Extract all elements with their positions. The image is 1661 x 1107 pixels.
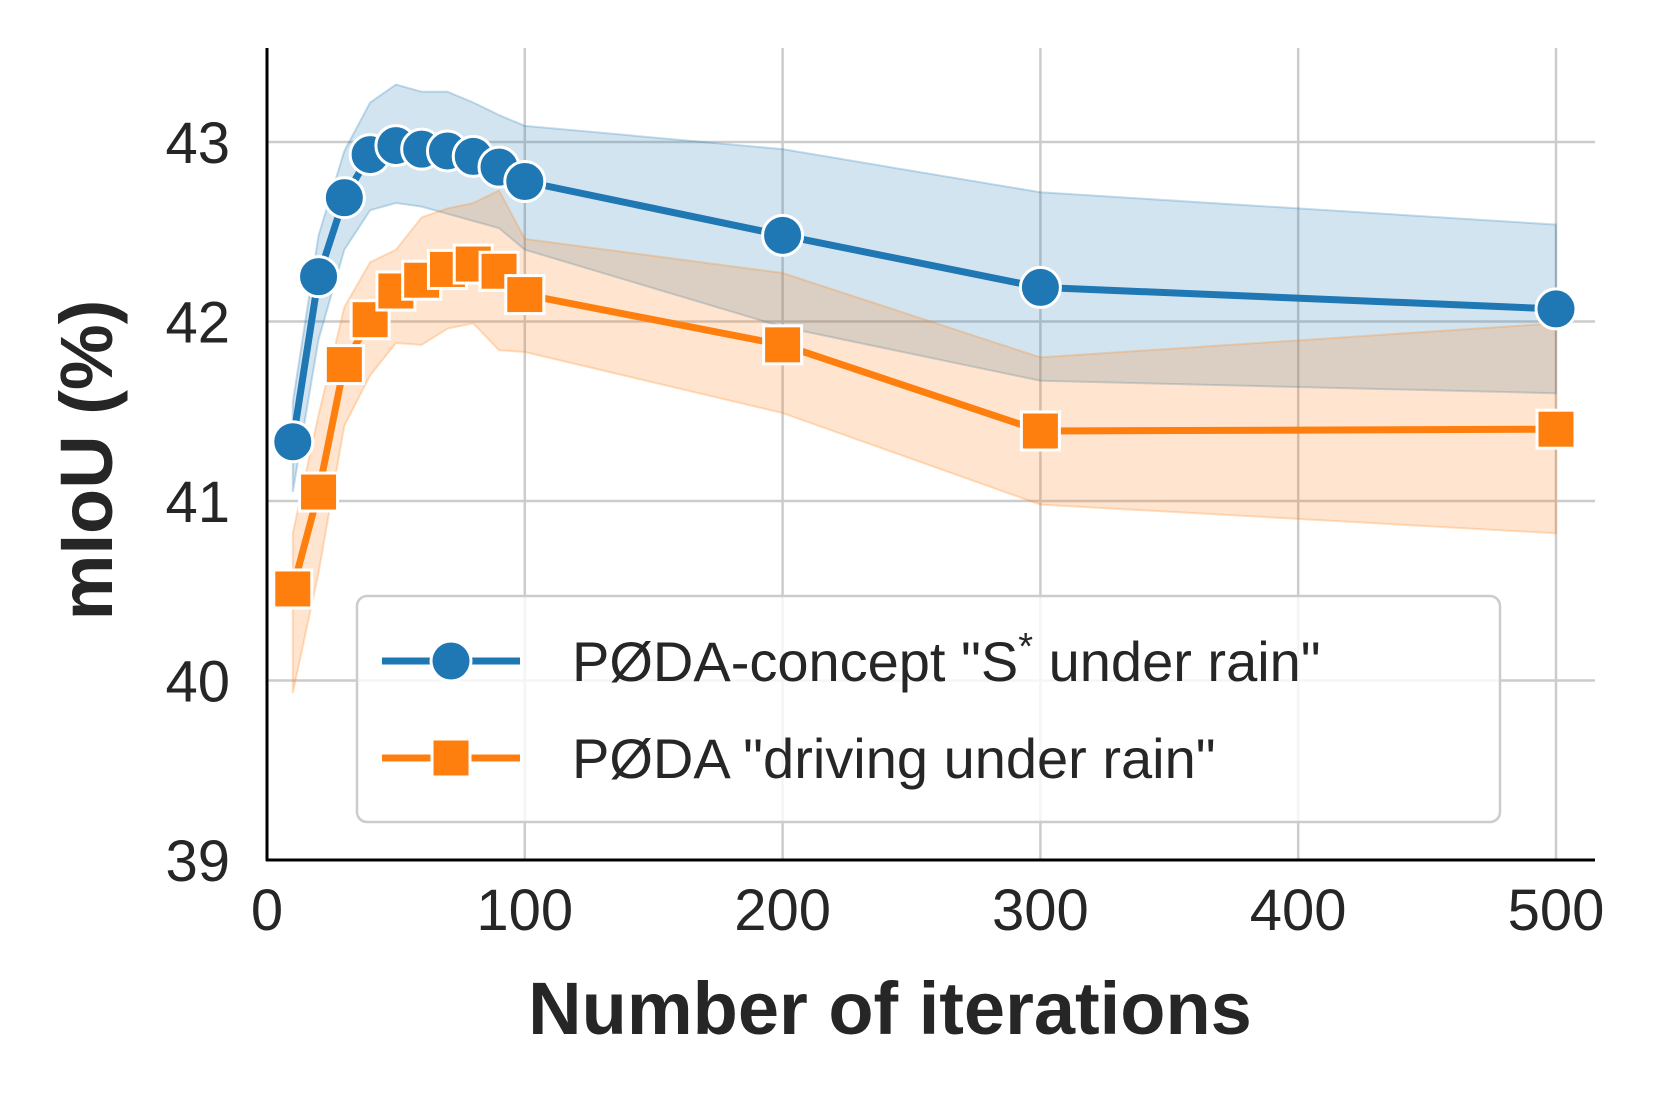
- legend-label-poda: PØDA "driving under rain": [572, 727, 1216, 790]
- data-point-s0-200: [761, 213, 805, 257]
- confidence-bands: [291, 83, 1557, 694]
- data-point-s1-500: [1535, 408, 1577, 450]
- x-tick-label-100: 100: [476, 878, 573, 943]
- y-tick-label-39: 39: [165, 829, 230, 894]
- legend-frame: [355, 594, 1502, 824]
- data-point-s0-300: [1018, 265, 1062, 309]
- data-point-s1-10: [272, 568, 314, 610]
- legend-label-concept-sup: *: [1018, 626, 1033, 668]
- data-point-s0-100: [503, 159, 547, 203]
- legend-label-concept: PØDA-concept "S* under rain": [572, 626, 1321, 693]
- x-axis-title: Number of iterations: [528, 967, 1252, 1050]
- data-point-s1-200: [762, 324, 804, 366]
- data-point-s1-20: [298, 471, 340, 513]
- axes: [265, 48, 1595, 862]
- y-axis-title: mIoU (%): [45, 300, 128, 621]
- legend-marker-square: [430, 737, 472, 779]
- data-point-s1-30: [323, 344, 365, 386]
- y-tick-label-41: 41: [165, 470, 230, 535]
- confidence-band-1: [291, 189, 1557, 694]
- data-point-s0-20: [297, 255, 341, 299]
- legend-label-concept-main: PØDA-concept "S: [572, 630, 1018, 693]
- data-point-s0-30: [322, 176, 366, 220]
- legend: PØDA-concept "S* under rain" PØDA "drivi…: [355, 594, 1502, 824]
- confidence-band-0: [291, 83, 1557, 493]
- legend-label-concept-tail: under rain": [1033, 630, 1321, 693]
- y-tick-label-42: 42: [165, 291, 230, 356]
- data-point-s0-500: [1534, 287, 1578, 331]
- series-markers: [271, 124, 1578, 610]
- tick-labels: 0 100 200 300 400 500 39 40 41 42 43: [165, 111, 1604, 943]
- y-tick-label-43: 43: [165, 111, 230, 176]
- x-tick-label-500: 500: [1508, 878, 1605, 943]
- x-tick-label-200: 200: [734, 878, 831, 943]
- data-point-s1-100: [504, 274, 546, 316]
- x-tick-label-0: 0: [251, 878, 283, 943]
- data-point-s1-300: [1019, 410, 1061, 452]
- legend-marker-circle: [429, 639, 473, 683]
- data-point-s0-10: [271, 420, 315, 464]
- legend-entry-poda: PØDA "driving under rain": [382, 727, 1216, 790]
- x-tick-label-300: 300: [992, 878, 1089, 943]
- x-tick-label-400: 400: [1250, 878, 1347, 943]
- y-tick-label-40: 40: [165, 650, 230, 715]
- legend-entry-concept: PØDA-concept "S* under rain": [382, 626, 1321, 693]
